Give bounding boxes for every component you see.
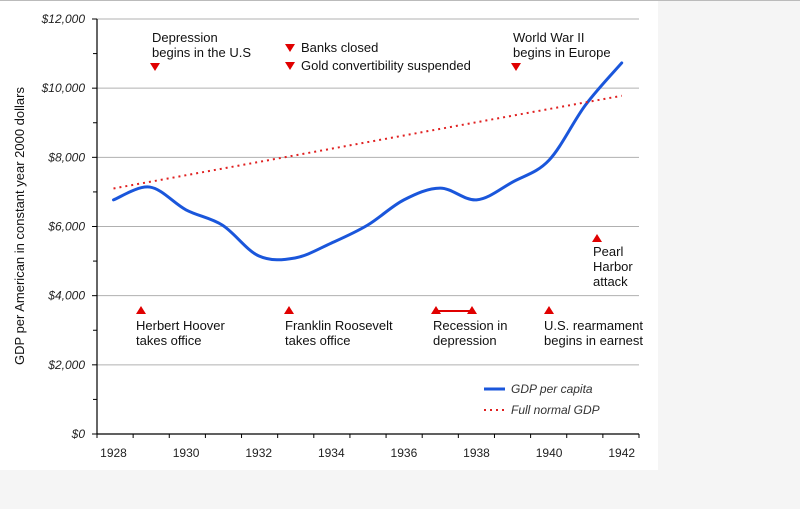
annotation-text: World War II	[513, 30, 585, 45]
up-triangle-marker	[467, 306, 477, 314]
up-triangle-marker	[136, 306, 146, 314]
annotation-text: takes office	[285, 333, 351, 348]
y-tick-label: $0	[71, 427, 86, 441]
y-tick-label: $2,000	[47, 358, 85, 372]
x-tick-label: 1940	[536, 446, 563, 460]
legend-label: Full normal GDP	[511, 403, 600, 417]
annotation-text: begins in earnest	[544, 333, 643, 348]
annotation-text: Harbor	[593, 259, 633, 274]
series-full-normal-gdp	[113, 94, 622, 190]
x-tick-label: 1934	[318, 446, 345, 460]
down-triangle-marker	[150, 63, 160, 71]
annotation-text: Depression	[152, 30, 218, 45]
down-triangle-marker	[285, 44, 295, 52]
x-tick-label: 1938	[463, 446, 490, 460]
x-tick-label: 1930	[173, 446, 200, 460]
y-tick-label: $10,000	[41, 81, 86, 95]
annotation-text: Banks closed	[301, 40, 378, 55]
annotation-text: Franklin Roosevelt	[285, 318, 393, 333]
annotation-text: U.S. rearmament	[544, 318, 643, 333]
x-tick-label: 1936	[391, 446, 418, 460]
annotation-text: depression	[433, 333, 497, 348]
up-triangle-marker	[544, 306, 554, 314]
annotation-text: begins in the U.S	[152, 45, 251, 60]
chart-panel	[0, 1, 658, 470]
y-tick-label: $8,000	[47, 150, 85, 164]
up-triangle-marker	[284, 306, 294, 314]
x-tick-label: 1942	[608, 446, 635, 460]
annotation-text: Recession in	[433, 318, 507, 333]
annotation-text: Gold convertibility suspended	[301, 58, 471, 73]
x-tick-label: 1928	[100, 446, 127, 460]
up-triangle-marker	[592, 234, 602, 242]
annotation-text: attack	[593, 274, 628, 289]
annotation-text: Herbert Hoover	[136, 318, 226, 333]
annotation-text: takes office	[136, 333, 202, 348]
down-triangle-marker	[511, 63, 521, 71]
y-tick-label: $12,000	[41, 12, 86, 26]
y-tick-label: $4,000	[47, 289, 85, 303]
legend-label: GDP per capita	[511, 382, 593, 396]
x-tick-label: 1932	[245, 446, 272, 460]
y-axis-label: GDP per American in constant year 2000 d…	[12, 87, 27, 365]
annotation-text: begins in Europe	[513, 45, 611, 60]
down-triangle-marker	[285, 62, 295, 70]
up-triangle-marker	[431, 306, 441, 314]
y-tick-label: $6,000	[47, 220, 85, 234]
top-border	[0, 0, 800, 1]
series-gdp-per-capita	[112, 61, 624, 262]
annotation-text: Pearl	[593, 244, 623, 259]
